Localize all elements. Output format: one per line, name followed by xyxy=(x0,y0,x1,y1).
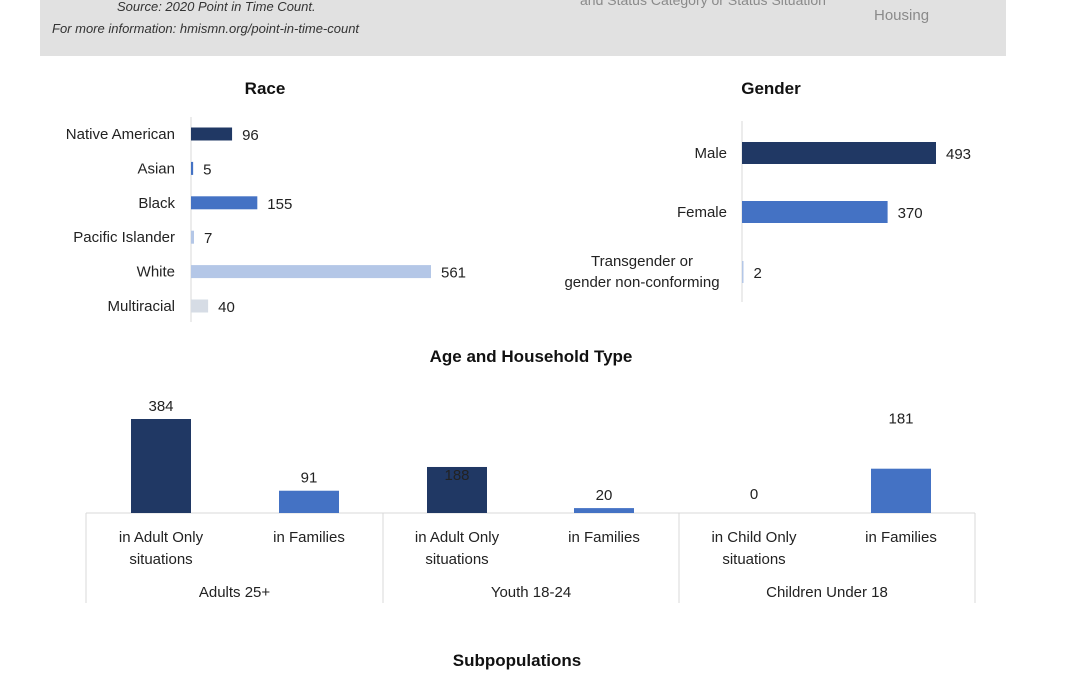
age-category-label: in Child Only xyxy=(711,529,797,546)
age-bar xyxy=(131,419,191,513)
race-value-label: 7 xyxy=(204,230,212,247)
age-category-label: situations xyxy=(722,551,785,568)
age-category-label: in Adult Only xyxy=(119,529,204,546)
gender-category-label: Male xyxy=(694,145,727,162)
age-category-label: situations xyxy=(129,551,192,568)
race-bar xyxy=(191,230,194,244)
race-bar xyxy=(191,299,209,313)
banner-cut-text: and Status Category or Status Situation xyxy=(580,0,826,8)
banner-housing-text: Housing xyxy=(874,7,930,24)
age-value-label: 20 xyxy=(596,487,613,504)
race-category-label: Asian xyxy=(137,160,175,177)
age-bar xyxy=(871,468,931,513)
age-group-label: Adults 25+ xyxy=(199,584,271,601)
age-category-label: in Adult Only xyxy=(415,529,500,546)
race-value-label: 40 xyxy=(218,299,235,316)
gender-value-label: 370 xyxy=(898,205,923,222)
race-category-label: Pacific Islander xyxy=(73,229,175,246)
age-bar xyxy=(574,508,634,513)
gender-bar xyxy=(742,201,888,223)
age-chart-title: Age and Household Type xyxy=(429,347,633,366)
race-category-label: Native American xyxy=(66,126,175,143)
age-category-label: in Families xyxy=(568,529,640,546)
age-value-label: 384 xyxy=(148,398,173,415)
race-bar xyxy=(191,161,194,175)
race-chart-title: Race xyxy=(244,79,286,98)
age-bar xyxy=(427,466,487,513)
race-value-label: 155 xyxy=(267,196,292,213)
gender-value-label: 2 xyxy=(754,265,762,282)
age-group-label: Youth 18-24 xyxy=(491,584,571,601)
gender-bar xyxy=(742,261,744,283)
subpopulations-title: Subpopulations xyxy=(452,651,582,670)
race-category-label: Black xyxy=(138,195,175,212)
gender-value-label: 493 xyxy=(946,146,971,163)
race-bar xyxy=(191,127,233,141)
age-category-label: situations xyxy=(425,551,488,568)
more-info-text: For more information: hmismn.org/point-i… xyxy=(52,21,360,36)
gender-category-label: Female xyxy=(677,204,727,221)
age-bar xyxy=(279,490,339,513)
source-text: Source: 2020 Point in Time Count. xyxy=(117,0,316,14)
source-banner xyxy=(40,0,1006,56)
race-category-label: White xyxy=(137,264,175,281)
race-bar xyxy=(191,265,431,279)
race-value-label: 96 xyxy=(242,127,259,144)
age-category-label: in Families xyxy=(865,529,937,546)
age-group-label: Children Under 18 xyxy=(766,584,888,601)
race-category-label: Multiracial xyxy=(107,298,175,315)
gender-category-label: Transgender or xyxy=(591,253,693,270)
gender-chart-title: Gender xyxy=(741,79,801,98)
age-value-label: 0 xyxy=(750,486,758,503)
race-value-label: 561 xyxy=(441,265,466,282)
age-value-label: 188 xyxy=(444,467,469,484)
race-bar xyxy=(191,196,258,210)
gender-bar xyxy=(742,142,936,164)
age-value-label: 181 xyxy=(888,411,913,428)
gender-category-label: gender non-conforming xyxy=(564,274,719,291)
age-category-label: in Families xyxy=(273,529,345,546)
age-value-label: 91 xyxy=(301,470,318,487)
race-value-label: 5 xyxy=(203,161,211,178)
